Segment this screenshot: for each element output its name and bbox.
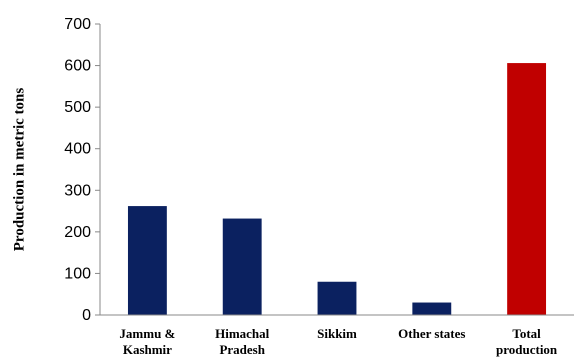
- y-tick-label: 600: [64, 58, 91, 75]
- y-tick-label: 400: [64, 141, 91, 158]
- bar: [317, 281, 357, 315]
- x-category-label: Total production: [496, 326, 558, 357]
- y-axis-ticks: 0 100 200 300 400 500 600 700: [64, 16, 100, 324]
- y-tick-label: 0: [82, 307, 91, 324]
- y-tick-label: 200: [64, 224, 91, 241]
- y-tick-label: 100: [64, 265, 91, 282]
- x-axis-labels: Jammu & Kashmir Himachal Pradesh Sikkim Other…: [119, 326, 558, 357]
- x-category-label: Sikkim: [317, 326, 357, 341]
- bar: [127, 206, 167, 315]
- x-category-label: Jammu & Kashmir: [119, 326, 175, 357]
- bar: [412, 302, 452, 315]
- bar: [507, 63, 547, 315]
- y-tick-label: 500: [64, 99, 91, 116]
- x-category-label: Himachal Pradesh: [215, 326, 270, 357]
- bar: [222, 218, 262, 315]
- bars: [127, 63, 547, 315]
- x-category-label: Other states: [398, 326, 465, 341]
- y-tick-label: 700: [64, 16, 91, 33]
- y-axis-title: Production in metric tons: [11, 88, 27, 252]
- y-tick-label: 300: [64, 182, 91, 199]
